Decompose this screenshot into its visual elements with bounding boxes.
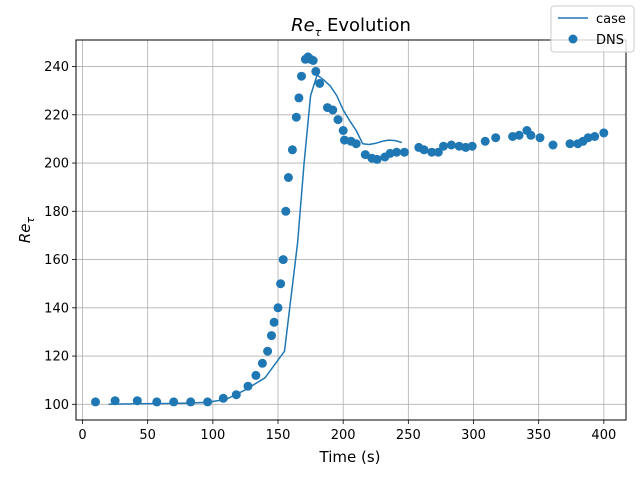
legend-dns-label: DNS bbox=[596, 33, 624, 48]
data-point-dns bbox=[169, 397, 179, 407]
data-point-dns bbox=[218, 393, 228, 403]
data-point-dns bbox=[514, 130, 524, 140]
y-axis: 100 120 140 160 180 200 220 240 bbox=[44, 60, 76, 413]
x-tick-label: 200 bbox=[331, 428, 356, 443]
data-point-dns bbox=[294, 93, 304, 103]
data-point-dns bbox=[467, 141, 477, 151]
data-point-dns bbox=[399, 147, 409, 157]
series-layer bbox=[91, 52, 609, 407]
y-tick-label: 220 bbox=[44, 108, 69, 123]
x-tick-label: 150 bbox=[266, 428, 291, 443]
data-point-dns bbox=[565, 139, 575, 149]
data-point-dns bbox=[297, 71, 306, 81]
data-point-dns bbox=[548, 140, 558, 150]
data-point-dns bbox=[599, 128, 609, 138]
grid bbox=[76, 40, 626, 420]
data-point-dns bbox=[132, 396, 142, 406]
data-point-dns bbox=[203, 397, 213, 407]
data-point-dns bbox=[273, 303, 283, 313]
data-point-dns bbox=[338, 126, 348, 135]
legend-case-label: case bbox=[596, 12, 626, 27]
data-point-dns bbox=[278, 255, 288, 265]
y-tick-label: 180 bbox=[44, 205, 69, 220]
data-point-dns bbox=[535, 133, 545, 143]
data-point-dns bbox=[433, 147, 443, 157]
y-tick-label: 160 bbox=[44, 253, 69, 268]
y-tick-label: 200 bbox=[44, 157, 69, 172]
x-tick-label: 100 bbox=[200, 428, 225, 443]
data-point-dns bbox=[186, 397, 196, 407]
y-tick-label: 240 bbox=[44, 60, 69, 75]
x-axis-label: Time (s) bbox=[319, 448, 381, 466]
data-point-dns bbox=[283, 173, 293, 182]
data-point-dns bbox=[333, 115, 343, 125]
data-point-dns bbox=[291, 112, 301, 122]
x-tick-label: 0 bbox=[78, 428, 86, 443]
x-tick-label: 250 bbox=[396, 428, 421, 443]
chart-title: Reτ Evolution bbox=[291, 15, 411, 39]
data-point-dns bbox=[351, 139, 361, 149]
y-tick-label: 140 bbox=[44, 301, 69, 316]
data-point-dns bbox=[267, 331, 276, 341]
data-point-dns bbox=[311, 66, 321, 76]
x-tick-label: 350 bbox=[526, 428, 551, 443]
data-point-dns bbox=[480, 136, 490, 146]
data-point-dns bbox=[231, 390, 241, 400]
y-axis-label: Reτ bbox=[16, 216, 37, 243]
data-point-dns bbox=[152, 397, 162, 407]
data-point-dns bbox=[372, 154, 382, 164]
data-point-dns bbox=[315, 78, 325, 88]
data-point-dns bbox=[276, 279, 286, 289]
data-point-dns bbox=[446, 140, 456, 150]
y-tick-label: 120 bbox=[44, 350, 69, 365]
x-tick-label: 300 bbox=[461, 428, 486, 443]
data-point-dns bbox=[419, 145, 429, 155]
data-point-dns bbox=[281, 206, 291, 216]
y-tick-label: 100 bbox=[44, 398, 69, 413]
data-point-dns bbox=[526, 130, 536, 140]
data-point-dns bbox=[263, 346, 273, 356]
x-axis: 0 50 100 150 200 250 300 350 400 bbox=[78, 420, 616, 443]
data-point-dns bbox=[491, 133, 501, 143]
data-point-dns bbox=[257, 358, 267, 368]
data-point-dns bbox=[590, 132, 600, 141]
plot-frame bbox=[75, 39, 627, 421]
data-point-dns bbox=[251, 370, 261, 380]
data-point-dns bbox=[243, 381, 253, 391]
data-point-dns bbox=[110, 396, 120, 406]
data-point-dns bbox=[439, 141, 448, 151]
data-point-dns bbox=[427, 147, 437, 157]
data-point-dns bbox=[269, 317, 279, 327]
data-point-dns bbox=[328, 105, 338, 115]
x-tick-label: 50 bbox=[139, 428, 156, 443]
data-point-dns bbox=[287, 145, 297, 155]
legend-dns-marker bbox=[568, 34, 578, 44]
data-point-dns bbox=[308, 56, 318, 65]
x-tick-label: 400 bbox=[591, 428, 616, 443]
legend: case DNS bbox=[550, 5, 635, 53]
data-point-dns bbox=[360, 150, 370, 160]
data-point-dns bbox=[392, 147, 402, 157]
data-point-dns bbox=[91, 397, 100, 407]
